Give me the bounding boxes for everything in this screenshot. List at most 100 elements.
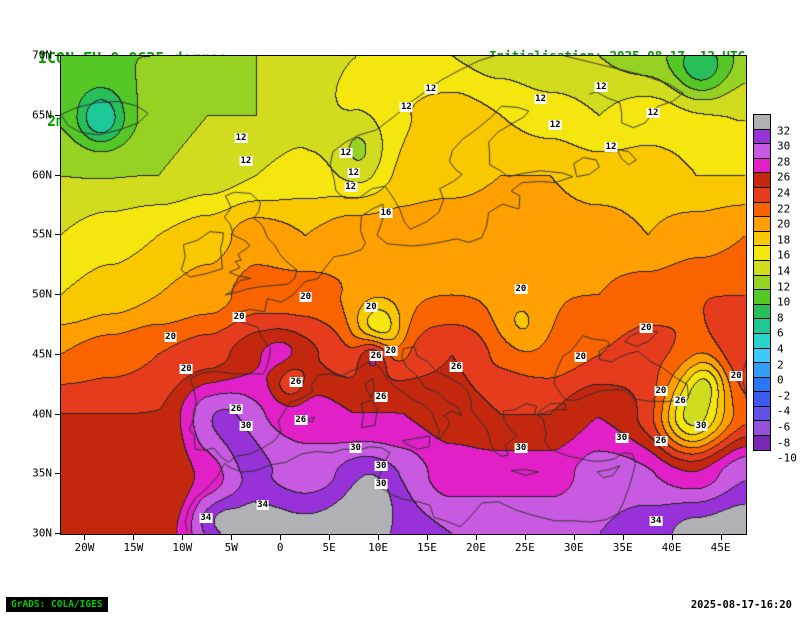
- contour-label: 26: [369, 350, 383, 361]
- contour-label: 30: [615, 433, 629, 444]
- contour-label: 20: [514, 284, 528, 295]
- contour-label: 30: [239, 421, 253, 432]
- contour-label: 30: [694, 421, 708, 432]
- contour-label: 26: [289, 377, 303, 388]
- colorbar-tick-label: 8: [777, 311, 784, 325]
- x-axis-tick: [231, 535, 233, 540]
- colorbar-tick-label: 20: [777, 217, 791, 231]
- colorbar-tick-label: 0: [777, 373, 784, 387]
- contour-label: 34: [256, 500, 269, 511]
- colorbar-tick-label: 26: [777, 170, 791, 184]
- colorbar-segment: [753, 332, 771, 349]
- colorbar-segment: [753, 405, 771, 422]
- colorbar-tick-label: -6: [777, 420, 791, 434]
- contour-label: 34: [649, 515, 663, 526]
- colorbar-tick-label: -8: [777, 436, 791, 450]
- colorbar-segment: [753, 289, 771, 305]
- contour-label: 20: [164, 331, 178, 342]
- colorbar-tick-label: 18: [777, 233, 791, 247]
- creation-timestamp: 2025-08-17-16:20: [690, 599, 792, 611]
- contour-label: 20: [654, 385, 668, 396]
- x-axis-tick: [329, 535, 331, 540]
- contour-label: 30: [374, 478, 388, 489]
- colorbar-tick-label: 16: [777, 248, 791, 262]
- y-axis-tick: [55, 413, 60, 415]
- x-axis-tick: [671, 535, 673, 540]
- x-axis-tick: [182, 535, 184, 540]
- contour-label: 26: [229, 403, 243, 414]
- colorbar-tick-label: 4: [777, 342, 784, 356]
- colorbar-tick-label: 10: [777, 295, 791, 309]
- x-axis-label: 15E: [417, 541, 437, 554]
- x-axis-tick: [622, 535, 624, 540]
- colorbar-segment: [753, 420, 771, 437]
- contour-label: 12: [347, 168, 360, 179]
- colorbar-tick-label: 30: [777, 139, 791, 153]
- colorbar-segment: [753, 303, 771, 320]
- contour-label: 26: [449, 361, 463, 372]
- contour-label: 26: [294, 415, 308, 426]
- y-axis-tick: [55, 114, 60, 116]
- colorbar: [753, 114, 771, 451]
- x-axis-tick: [280, 535, 282, 540]
- colorbar-segment: [753, 259, 771, 276]
- y-axis-tick: [55, 533, 60, 534]
- contour-label: 26: [674, 396, 687, 407]
- x-axis-tick: [378, 535, 380, 540]
- colorbar-tick-label: 14: [777, 264, 791, 278]
- colorbar-segment: [753, 274, 771, 291]
- colorbar-tick-label: -2: [777, 389, 791, 403]
- y-axis-tick: [55, 234, 60, 236]
- x-axis-label: 25E: [514, 541, 535, 554]
- contour-label: 12: [604, 141, 618, 152]
- contour-label: 20: [729, 371, 743, 382]
- colorbar-tick-label: 2: [777, 358, 784, 372]
- colorbar-segment: [753, 216, 771, 232]
- map-plot-area: 12 12 12 12 12 12 12 12 12 12 12 12 16 20 20 20 20 20 20 20…: [60, 55, 747, 535]
- colorbar-segment: [753, 245, 771, 261]
- x-axis-label: 35E: [612, 541, 633, 554]
- contour-label: 20: [232, 311, 246, 322]
- colorbar-tick-label: -4: [777, 404, 791, 418]
- colorbar-segment: [753, 157, 771, 174]
- x-axis-label: 5E: [322, 541, 336, 554]
- x-axis-label: 20E: [465, 541, 486, 554]
- x-axis-label: 5W: [224, 541, 238, 554]
- x-axis-label: 15W: [123, 541, 144, 554]
- contour-label: 12: [234, 133, 248, 144]
- colorbar-segment: [753, 172, 771, 188]
- x-axis-label: 10W: [172, 541, 193, 554]
- x-axis-label: 20W: [74, 541, 95, 554]
- y-axis-tick: [55, 55, 60, 56]
- contour-label: 12: [339, 147, 353, 158]
- y-axis-label: 30N: [32, 526, 52, 540]
- contour-label: 20: [639, 323, 653, 334]
- contour-label: 26: [374, 391, 388, 402]
- x-axis-tick: [133, 535, 135, 540]
- colorbar-segment: [753, 391, 771, 407]
- colorbar-tick-label: 24: [777, 186, 791, 200]
- y-axis-label: 40N: [32, 407, 52, 420]
- colorbar-tick-label: 12: [777, 280, 791, 294]
- x-axis-label: 40E: [661, 541, 682, 554]
- y-axis-tick: [55, 353, 60, 355]
- y-axis-label: 65N: [32, 108, 52, 122]
- colorbar-segment: [753, 362, 771, 378]
- colorbar-tick-label: 32: [777, 124, 791, 138]
- y-axis-label: 50N: [32, 287, 52, 301]
- grads-credit-badge: GrADS: COLA/IGES: [6, 597, 108, 612]
- contour-label: 12: [594, 82, 608, 93]
- contour-label: 30: [514, 442, 528, 453]
- contour-label: 12: [646, 108, 660, 119]
- colorbar-segment: [753, 435, 771, 451]
- y-axis-label: 60N: [32, 168, 52, 181]
- grads-credit-text: GrADS: COLA/IGES: [11, 599, 103, 610]
- colorbar-segment: [753, 230, 771, 247]
- contour-label: 26: [654, 435, 668, 446]
- colorbar-tick-label: 28: [777, 155, 791, 169]
- colorbar-segment: [753, 201, 771, 218]
- contour-label: 12: [548, 120, 562, 131]
- colorbar-segment: [753, 143, 771, 159]
- x-axis-tick: [720, 535, 722, 540]
